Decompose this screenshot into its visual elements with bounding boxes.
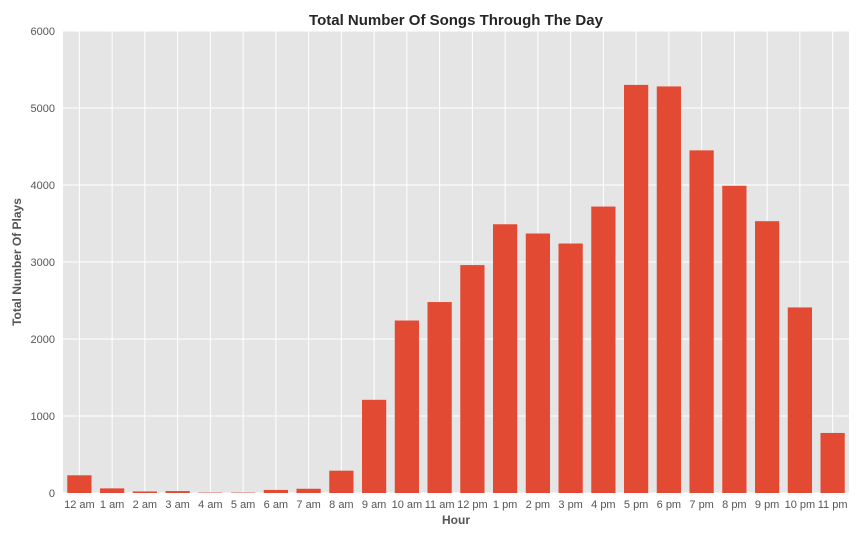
x-tick-label: 2 am (133, 499, 157, 511)
x-tick-label: 7 am (296, 499, 320, 511)
x-tick-label: 5 pm (624, 499, 648, 511)
x-tick-label: 10 am (392, 499, 423, 511)
bar-6-am (263, 489, 288, 493)
y-tick-labels: 0 1000 2000 3000 4000 5000 6000 (31, 26, 55, 500)
y-tick-label: 4000 (31, 180, 55, 192)
bar-12-pm (460, 265, 485, 493)
x-tick-label: 3 pm (558, 499, 582, 511)
bar-7-pm (689, 150, 714, 493)
y-tick-label: 0 (49, 488, 55, 500)
bars (67, 84, 845, 494)
bar-3-pm (558, 243, 583, 493)
y-tick-label: 5000 (31, 103, 55, 115)
bar-12-am (67, 475, 92, 493)
bar-1-am (100, 488, 125, 493)
chart-title: Total Number Of Songs Through The Day (309, 12, 604, 29)
bar-9-am (362, 399, 387, 493)
x-tick-label: 1 am (100, 499, 124, 511)
bar-3-am (165, 491, 190, 493)
x-tick-label: 12 pm (457, 499, 488, 511)
bar-2-am (132, 491, 157, 493)
y-tick-label: 2000 (31, 334, 55, 346)
x-tick-label: 8 pm (722, 499, 746, 511)
x-axis-label: Hour (442, 513, 470, 527)
bar-2-pm (525, 233, 550, 493)
x-tick-label: 8 am (329, 499, 353, 511)
x-tick-label: 6 pm (657, 499, 681, 511)
x-tick-label: 7 pm (689, 499, 713, 511)
bar-4-pm (591, 206, 616, 493)
bar-1-pm (493, 224, 518, 493)
x-tick-label: 4 pm (591, 499, 615, 511)
bar-9-pm (755, 221, 780, 493)
y-tick-label: 3000 (31, 257, 55, 269)
x-tick-label: 1 pm (493, 499, 517, 511)
bar-7-am (296, 488, 321, 493)
bar-10-am (394, 320, 419, 493)
x-tick-label: 6 am (264, 499, 288, 511)
x-tick-label: 2 pm (526, 499, 550, 511)
x-tick-label: 11 pm (818, 499, 848, 511)
bar-6-pm (656, 86, 681, 493)
x-tick-labels: 12 am 1 am 2 am 3 am 4 am 5 am 6 am 7 am 8 am 9 a… (64, 499, 847, 511)
y-axis-label: Total Number Of Plays (10, 198, 24, 326)
y-tick-label: 1000 (31, 411, 55, 423)
y-tick-label: 6000 (31, 26, 55, 38)
x-tick-label: 3 am (165, 499, 189, 511)
x-tick-label: 11 am (425, 499, 455, 511)
x-tick-label: 9 am (362, 499, 386, 511)
bar-10-pm (787, 307, 812, 493)
bar-8-am (329, 470, 354, 493)
x-tick-label: 9 pm (755, 499, 779, 511)
bar-11-pm (820, 432, 845, 493)
x-tick-label: 10 pm (785, 499, 816, 511)
x-tick-label: 12 am (64, 499, 95, 511)
bar-5-pm (624, 84, 649, 494)
x-tick-label: 4 am (198, 499, 222, 511)
bar-11-am (427, 302, 452, 493)
x-tick-label: 5 am (231, 499, 255, 511)
bar-8-pm (722, 185, 747, 493)
